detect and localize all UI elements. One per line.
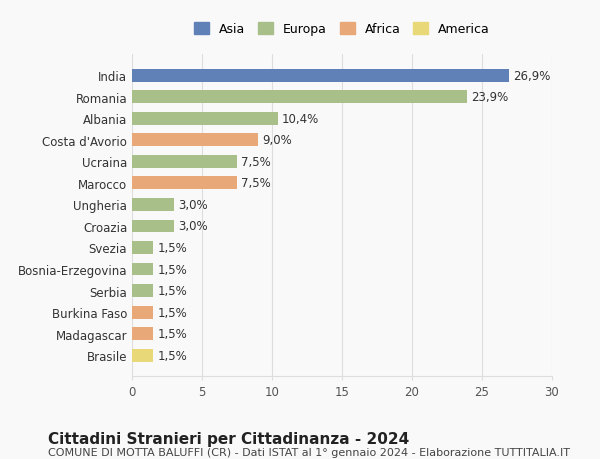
Text: 1,5%: 1,5% — [157, 306, 187, 319]
Bar — [132, 156, 237, 168]
Text: 1,5%: 1,5% — [157, 349, 187, 362]
Bar — [132, 70, 509, 83]
Bar — [132, 263, 153, 276]
Bar — [132, 177, 237, 190]
Text: 1,5%: 1,5% — [157, 263, 187, 276]
Text: 7,5%: 7,5% — [241, 177, 271, 190]
Bar — [132, 327, 153, 340]
Bar — [132, 241, 153, 254]
Text: 9,0%: 9,0% — [262, 134, 292, 147]
Text: 3,0%: 3,0% — [178, 220, 208, 233]
Bar — [132, 220, 174, 233]
Text: COMUNE DI MOTTA BALUFFI (CR) - Dati ISTAT al 1° gennaio 2024 - Elaborazione TUTT: COMUNE DI MOTTA BALUFFI (CR) - Dati ISTA… — [48, 448, 570, 458]
Text: 23,9%: 23,9% — [471, 91, 508, 104]
Text: 1,5%: 1,5% — [157, 285, 187, 297]
Text: Cittadini Stranieri per Cittadinanza - 2024: Cittadini Stranieri per Cittadinanza - 2… — [48, 431, 409, 447]
Text: 3,0%: 3,0% — [178, 198, 208, 212]
Text: 1,5%: 1,5% — [157, 327, 187, 340]
Bar — [132, 285, 153, 297]
Bar — [132, 134, 258, 147]
Text: 10,4%: 10,4% — [282, 112, 319, 126]
Bar — [132, 91, 467, 104]
Bar — [132, 112, 278, 125]
Text: 1,5%: 1,5% — [157, 241, 187, 254]
Legend: Asia, Europa, Africa, America: Asia, Europa, Africa, America — [191, 20, 493, 40]
Text: 26,9%: 26,9% — [513, 70, 550, 83]
Bar — [132, 199, 174, 212]
Bar — [132, 306, 153, 319]
Text: 7,5%: 7,5% — [241, 156, 271, 168]
Bar — [132, 349, 153, 362]
